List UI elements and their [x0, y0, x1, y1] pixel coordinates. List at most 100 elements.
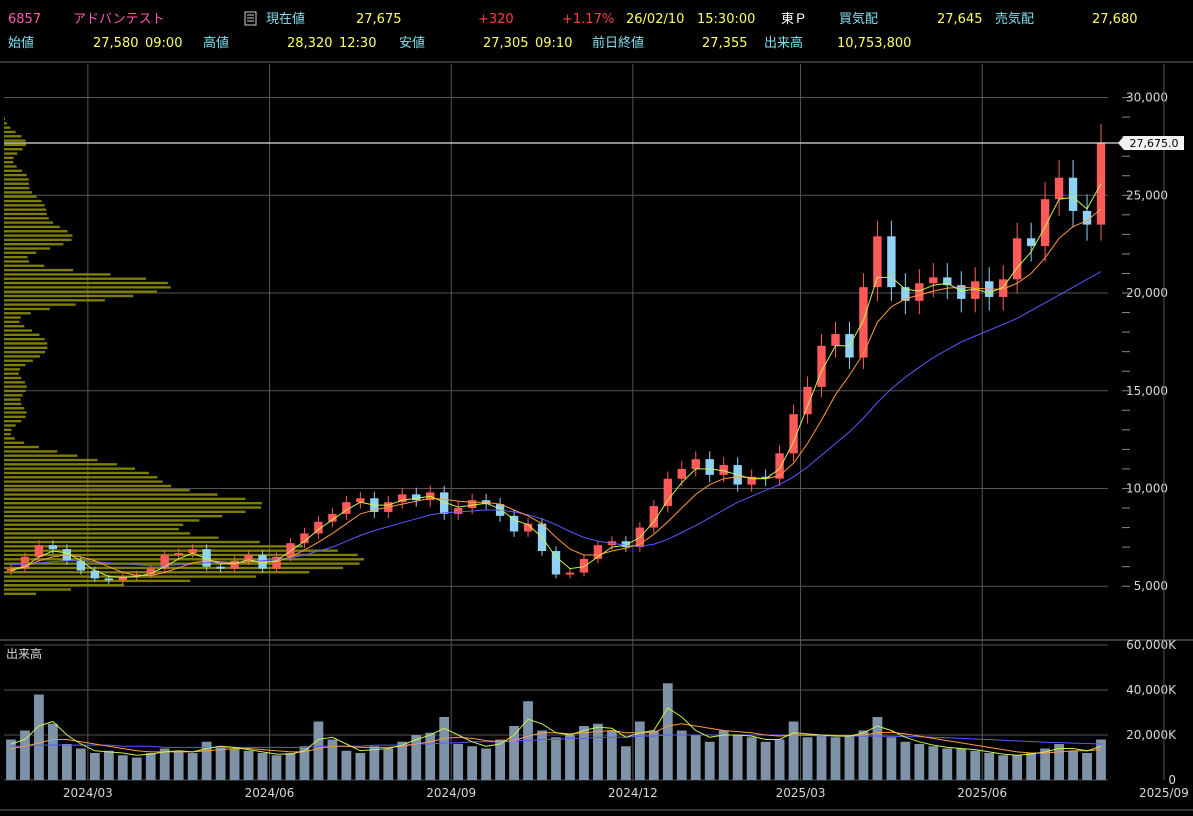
- candle-body: [1040, 199, 1050, 247]
- volume-bar: [732, 735, 743, 780]
- candle-body: [719, 465, 728, 475]
- volume-ma-long: [11, 734, 1102, 748]
- candle-body: [565, 572, 575, 575]
- volume-tick-label: 60,000K: [1126, 638, 1177, 652]
- volume-bar: [774, 739, 785, 780]
- volume-profile-bar: [4, 506, 262, 509]
- volume-profile-bar: [4, 463, 118, 466]
- volume-profile-bar: [4, 407, 25, 410]
- volume-profile-bar: [4, 480, 163, 483]
- volume-profile-bar: [4, 260, 30, 263]
- candle-body: [873, 236, 882, 288]
- date-tick-label: 2024/03: [63, 786, 113, 800]
- date-tick-label: 2025/09: [1139, 786, 1189, 800]
- price-tick-label: 15,000: [1126, 384, 1168, 398]
- volume-bar: [746, 737, 757, 780]
- candle-body: [118, 576, 127, 581]
- date-tick-label: 2024/06: [245, 786, 295, 800]
- candle-body: [705, 459, 714, 475]
- volume-profile-bar: [4, 273, 111, 276]
- volume-profile-bar: [4, 217, 49, 220]
- volume-bar: [620, 746, 631, 780]
- volume-bar: [89, 753, 100, 780]
- candle-body: [104, 578, 114, 581]
- volume-bar: [1096, 739, 1106, 780]
- volume-bar: [481, 748, 492, 780]
- price-ma-long: [10, 271, 1102, 567]
- volume-profile-bar: [4, 536, 219, 539]
- quote-time: 15:30:00: [697, 12, 756, 27]
- candle-body: [342, 502, 351, 514]
- volume-bar: [75, 748, 86, 780]
- volume-bar: [243, 750, 254, 780]
- volume-profile-bar: [4, 424, 16, 427]
- volume-bar: [103, 750, 114, 780]
- high-price: 28,320: [287, 36, 333, 51]
- volume-bar: [886, 737, 897, 780]
- volume-profile-bar: [4, 532, 191, 535]
- volume-profile-bar: [4, 221, 53, 224]
- candle-body: [817, 345, 826, 387]
- volume-bar: [537, 730, 547, 780]
- volume-bar: [383, 748, 394, 780]
- volume-profile-bar: [4, 381, 25, 384]
- volume-bar: [229, 748, 240, 780]
- volume-bar: [1012, 755, 1023, 780]
- candle-body: [579, 558, 589, 573]
- volume-bar: [872, 717, 883, 780]
- volume-bar: [397, 741, 408, 780]
- price-tick-label: 10,000: [1126, 481, 1168, 495]
- volume-profile-bar: [4, 160, 14, 164]
- candle-body: [467, 500, 477, 509]
- candle-body: [649, 506, 659, 528]
- candle-body: [300, 533, 309, 544]
- volume-profile-bar: [4, 122, 7, 125]
- volume-tick-label: 40,000K: [1126, 683, 1177, 697]
- volume-bar: [676, 730, 687, 780]
- volume-bar: [467, 746, 478, 780]
- volume-profile-bar: [4, 527, 179, 531]
- volume-profile-bar: [4, 510, 246, 514]
- volume-profile-bar: [4, 376, 22, 380]
- volume-profile-bar: [4, 519, 200, 522]
- candle-body: [1012, 238, 1022, 280]
- candle-body: [803, 386, 812, 415]
- volume-profile-bar: [4, 441, 25, 444]
- volume-profile-bar: [4, 411, 27, 414]
- volume-profile-bar: [4, 350, 45, 354]
- price-change-percent: +1.17%: [562, 12, 615, 27]
- volume-profile-bar: [4, 584, 125, 587]
- volume-profile-bar: [4, 329, 33, 332]
- volume-profile-bar: [4, 428, 12, 432]
- document-icon[interactable]: [244, 11, 257, 31]
- stock-name: アドバンテスト: [73, 12, 165, 27]
- candle-body: [691, 459, 700, 469]
- volume-bar: [173, 750, 184, 780]
- candle-body: [998, 279, 1008, 297]
- volume-profile-bar: [4, 476, 158, 479]
- volume-profile-bar: [4, 553, 358, 557]
- volume-bar: [341, 750, 352, 780]
- volume-profile-bar: [4, 325, 25, 328]
- candle-body: [398, 494, 407, 503]
- candle-body: [230, 560, 239, 569]
- candle-body: [174, 552, 183, 555]
- date-tick-label: 2025/06: [957, 786, 1007, 800]
- volume-profile-bar: [4, 264, 45, 267]
- candle-body: [314, 521, 323, 534]
- market-name: 東Ｐ: [781, 12, 808, 27]
- volume-profile-bar: [4, 238, 72, 242]
- volume-tick-label: 0: [1168, 773, 1176, 787]
- volume-profile-bar: [4, 139, 26, 142]
- candle-body: [915, 283, 924, 301]
- volume-profile-bar: [4, 394, 23, 397]
- volume-profile-bar: [4, 130, 16, 134]
- volume-bar: [131, 757, 142, 780]
- volume-profile-bar: [4, 523, 184, 526]
- volume-profile-bar: [4, 333, 40, 337]
- volume-bar: [760, 741, 771, 780]
- volume-profile-bar: [4, 389, 26, 393]
- price-change: +320: [478, 12, 514, 27]
- volume-profile-bar: [4, 169, 22, 173]
